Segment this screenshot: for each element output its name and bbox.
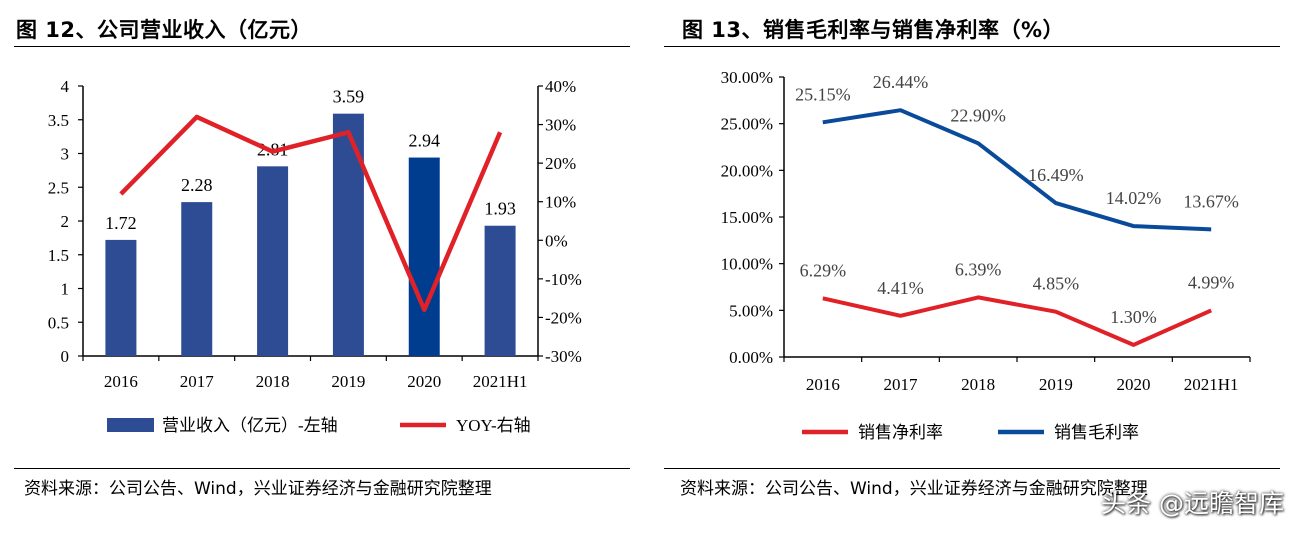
right-y-tick-label: -20% bbox=[545, 308, 582, 327]
net-margin-label: 4.85% bbox=[1033, 274, 1080, 294]
revenue-bar bbox=[484, 225, 516, 356]
x-tick-label: 2019 bbox=[1039, 375, 1073, 394]
gross-margin-label: 16.49% bbox=[1028, 165, 1084, 185]
x-tick-label: 2021H1 bbox=[1184, 375, 1239, 394]
gross-margin-label: 25.15% bbox=[795, 84, 851, 104]
right-y-tick-label: -10% bbox=[545, 270, 582, 289]
net-margin-label: 1.30% bbox=[1110, 307, 1157, 327]
left-y-tick-label: 0 bbox=[61, 347, 70, 366]
y-tick-label: 5.00% bbox=[729, 301, 773, 320]
left-y-tick-label: 2.5 bbox=[48, 178, 69, 197]
net-margin-label: 6.29% bbox=[800, 260, 847, 280]
y-tick-label: 0.00% bbox=[729, 348, 773, 367]
revenue-bar bbox=[332, 113, 364, 356]
left-y-tick-label: 1.5 bbox=[48, 246, 69, 265]
watermark-text: 头条 @远瞻智库 bbox=[1101, 489, 1284, 518]
right-y-tick-label: -30% bbox=[545, 347, 582, 366]
legend-label-revenue: 营业收入（亿元）-左轴 bbox=[162, 416, 338, 435]
revenue-bar bbox=[105, 239, 137, 356]
title-rule bbox=[664, 46, 1280, 47]
revenue-bar-label: 3.59 bbox=[333, 87, 365, 107]
gross-margin-label: 13.67% bbox=[1183, 191, 1239, 211]
gross-margin-label: 22.90% bbox=[950, 105, 1006, 125]
left-y-tick-label: 1 bbox=[61, 280, 70, 299]
net-margin-label: 4.41% bbox=[877, 278, 924, 298]
y-tick-label: 30.00% bbox=[721, 68, 773, 87]
revenue-bar bbox=[181, 202, 213, 356]
right-y-tick-label: 20% bbox=[545, 154, 576, 173]
x-tick-label: 2020 bbox=[407, 372, 441, 391]
y-tick-label: 25.00% bbox=[721, 115, 773, 134]
legend-label-gross: 销售毛利率 bbox=[1054, 423, 1139, 442]
source-rule bbox=[664, 468, 1280, 469]
source-note: 资料来源：公司公告、Wind，兴业证券经济与金融研究院整理 bbox=[24, 479, 492, 499]
margin-chart: 0.00% 5.00% 10.00% 15.00% 20.00% 25.00% 30.00%… bbox=[721, 68, 1251, 442]
net-margin-line bbox=[822, 295, 1213, 347]
revenue-bar-label: 2.94 bbox=[409, 131, 441, 151]
y-tick-label: 10.00% bbox=[721, 255, 773, 274]
figure-12-title: 图 12、公司营业收入（亿元） bbox=[16, 18, 313, 42]
net-margin-label: 6.39% bbox=[955, 259, 1002, 279]
y-tick-label: 15.00% bbox=[721, 208, 773, 227]
revenue-bar-label: 1.72 bbox=[105, 213, 137, 233]
legend-label-yoy: YOY-右轴 bbox=[456, 416, 531, 435]
gross-margin-line bbox=[822, 108, 1212, 232]
revenue-bar bbox=[408, 157, 440, 356]
x-tick-label: 2016 bbox=[806, 375, 840, 394]
x-tick-label: 2018 bbox=[961, 375, 995, 394]
right-y-tick-label: 30% bbox=[545, 116, 576, 135]
net-margin-label: 4.99% bbox=[1188, 272, 1235, 292]
gross-margin-label: 14.02% bbox=[1106, 188, 1162, 208]
x-tick-label: 2018 bbox=[256, 372, 290, 391]
x-tick-label: 2021H1 bbox=[473, 372, 528, 391]
x-tick-label: 2019 bbox=[331, 372, 365, 391]
left-y-tick-label: 0.5 bbox=[48, 313, 69, 332]
source-note: 资料来源：公司公告、Wind，兴业证券经济与金融研究院整理 bbox=[680, 479, 1148, 499]
left-y-tick-label: 3.5 bbox=[48, 111, 69, 130]
revenue-bar-label: 1.93 bbox=[484, 199, 516, 219]
x-tick-label: 2017 bbox=[884, 375, 919, 394]
right-y-tick-label: 40% bbox=[545, 77, 576, 96]
x-tick-label: 2016 bbox=[104, 372, 138, 391]
revenue-bar-label: 2.28 bbox=[181, 175, 213, 195]
left-y-tick-label: 3 bbox=[61, 145, 70, 164]
y-tick-label: 20.00% bbox=[721, 161, 773, 180]
yoy-line bbox=[119, 114, 503, 312]
source-rule bbox=[14, 468, 630, 469]
figure-13-title: 图 13、销售毛利率与销售净利率（%） bbox=[682, 18, 1065, 42]
x-tick-label: 2020 bbox=[1117, 375, 1151, 394]
title-rule bbox=[14, 46, 630, 47]
right-y-tick-label: 10% bbox=[545, 193, 576, 212]
legend-label-net: 销售净利率 bbox=[858, 423, 943, 442]
gross-margin-label: 26.44% bbox=[873, 72, 929, 92]
left-y-tick-label: 2 bbox=[61, 212, 70, 231]
right-y-tick-label: 0% bbox=[545, 231, 568, 250]
x-tick-label: 2017 bbox=[180, 372, 215, 391]
figure-13-panel: 图 13、销售毛利率与销售净利率（%） 0.00% 5.00% 10.00% 15.0… bbox=[650, 0, 1300, 534]
revenue-bar bbox=[257, 166, 289, 356]
revenue-chart: 0 0.5 1 1.5 2 2.5 3 3.5 4 -30% -20% -10% 0% 10% 20% 30%… bbox=[48, 77, 582, 435]
legend-swatch-revenue bbox=[107, 418, 154, 432]
left-y-tick-label: 4 bbox=[61, 77, 70, 96]
figure-12-panel: 图 12、公司营业收入（亿元） 0 0.5 1 1.5 2 2.5 3 3.5 4 -30% -20… bbox=[14, 18, 630, 499]
